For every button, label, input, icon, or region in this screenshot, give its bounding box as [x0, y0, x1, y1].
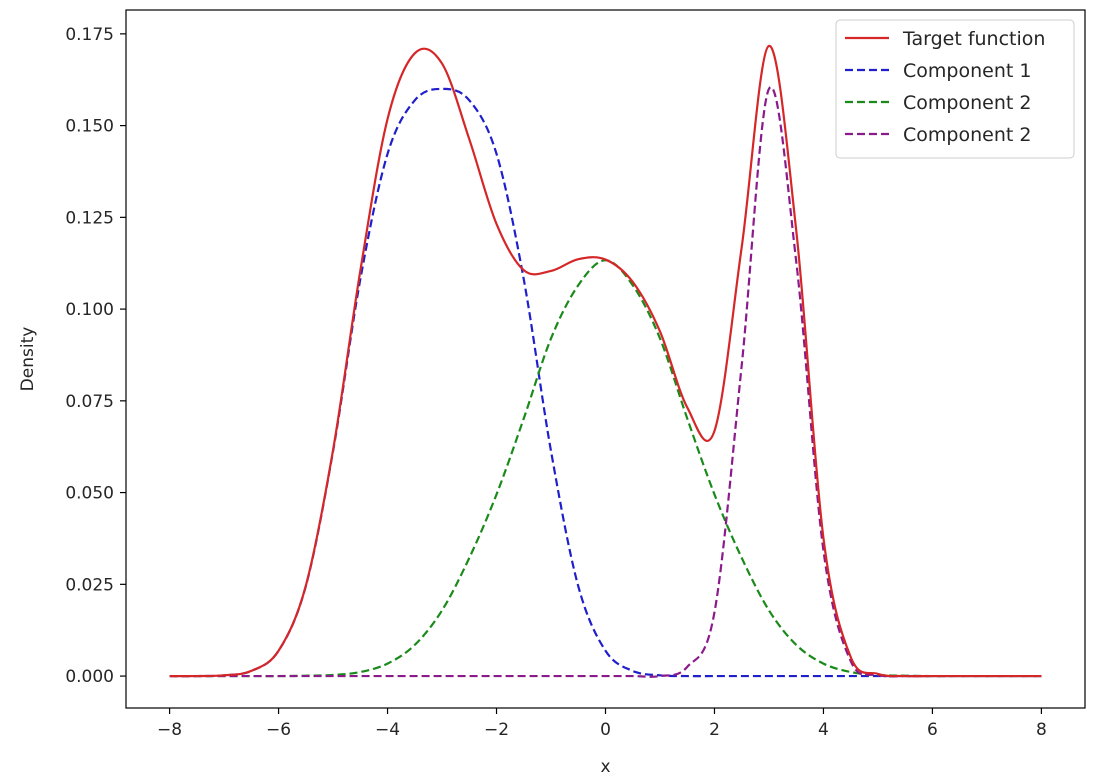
- y-tick-label: 0.125: [65, 208, 114, 228]
- y-tick-label: 0.025: [65, 575, 114, 595]
- legend-label: Component 1: [903, 60, 1031, 82]
- y-axis-label: Density: [18, 327, 38, 392]
- legend-label: Target function: [902, 28, 1045, 50]
- y-tick-label: 0.000: [65, 667, 114, 687]
- x-tick-label: −6: [266, 720, 291, 740]
- legend-box: [835, 19, 1075, 159]
- y-axis-ticks: 0.000 0.025 0.050 0.075 0.100 0.125 0.150 0.175: [65, 25, 126, 687]
- x-tick-label: −4: [375, 720, 400, 740]
- series-line-4: [169, 86, 1042, 678]
- legend: Target function Component 1 Component 2 Com…: [835, 19, 1075, 159]
- series-line-2: [169, 87, 1042, 678]
- x-tick-label: 4: [818, 720, 829, 740]
- x-tick-label: −2: [484, 720, 509, 740]
- y-tick-label: 0.100: [65, 300, 114, 320]
- x-tick-label: 0: [600, 720, 611, 740]
- x-tick-label: 2: [709, 720, 720, 740]
- y-tick-label: 0.175: [65, 25, 114, 45]
- y-tick-label: 0.075: [65, 392, 114, 412]
- x-axis-ticks: −8 −6 −4 −2 0 2 4 6 8: [157, 708, 1047, 740]
- legend-label: Component 2: [903, 124, 1031, 146]
- x-tick-label: 6: [927, 720, 938, 740]
- x-axis-label: x: [600, 757, 610, 777]
- x-tick-label: −8: [157, 720, 182, 740]
- legend-label: Component 2: [903, 92, 1031, 114]
- series-line-3: [169, 259, 1042, 678]
- series-lines: [169, 44, 1042, 678]
- series-line-1: [169, 44, 1042, 678]
- x-tick-label: 8: [1036, 720, 1047, 740]
- y-tick-label: 0.150: [65, 117, 114, 137]
- y-tick-label: 0.050: [65, 484, 114, 504]
